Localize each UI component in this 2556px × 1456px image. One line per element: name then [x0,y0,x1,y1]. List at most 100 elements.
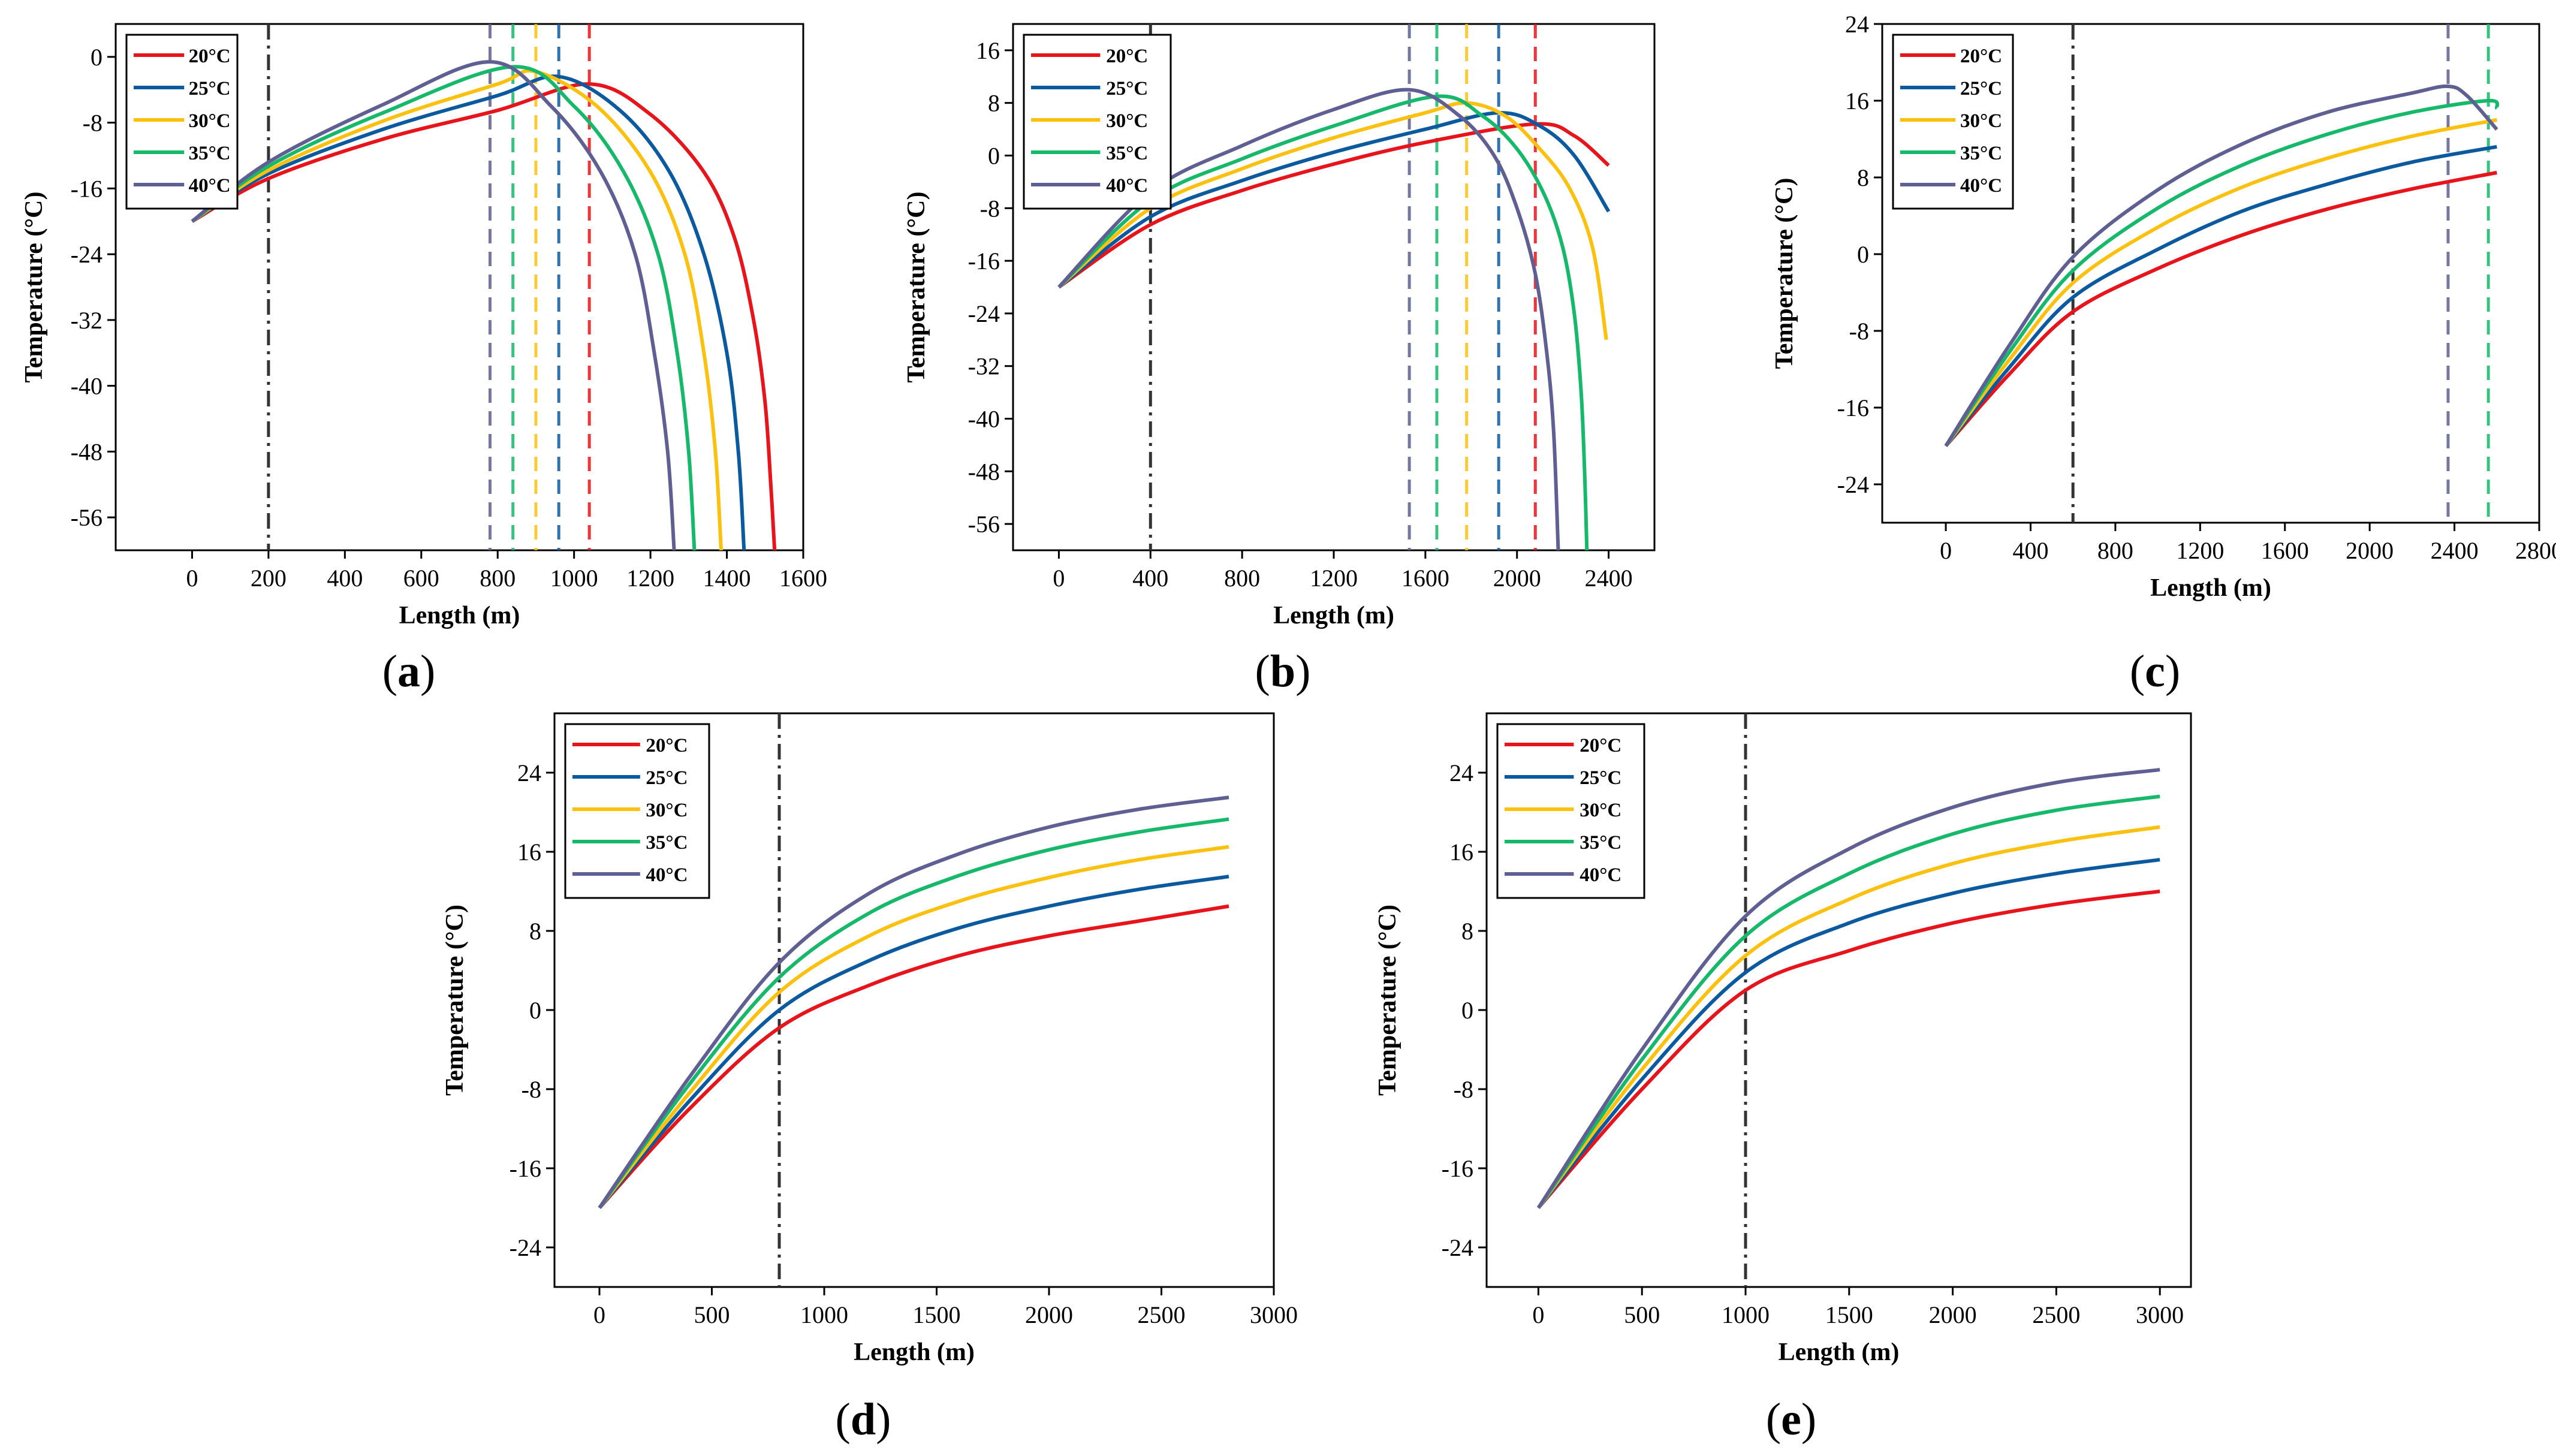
x-tick-label: 1600 [2261,537,2309,564]
legend-label: 20°C [1106,46,1148,67]
legend-label: 40°C [1960,175,2002,197]
panel-label: (c) [2130,646,2180,697]
legend-label: 30°C [1106,110,1148,132]
y-tick-label: 8 [1461,918,1473,945]
legend-label: 25°C [1960,78,2002,100]
x-tick-label: 1000 [550,565,598,592]
y-tick-label: -8 [1454,1076,1473,1103]
series-line-30°C [598,845,1229,1209]
legend-label: 40°C [1580,864,1621,886]
y-tick-label: -8 [980,195,1000,222]
y-tick-label: 16 [1449,839,1473,866]
x-tick-label: 1500 [1825,1301,1873,1328]
panel-label: (e) [1766,1394,1816,1445]
series-line-30°C [1536,825,2160,1209]
y-tick-label: 24 [517,759,541,786]
plot-frame [114,23,804,551]
y-axis-title: Temperature (°C) [20,192,48,383]
legend-label: 30°C [189,110,231,132]
series-line-35°C [1944,98,2500,447]
x-tick-label: 400 [327,565,363,592]
y-tick-label: 16 [1845,88,1869,114]
x-tick-label: 1400 [703,565,751,592]
x-tick-label: 2000 [1929,1301,1977,1328]
series-line-30°C [1944,118,2497,447]
x-tick-label: 0 [186,565,198,592]
x-tick-label: 0 [1053,565,1065,592]
legend-label: 40°C [189,175,231,197]
y-tick-label: -40 [968,406,1000,433]
legend-label: 40°C [1106,175,1148,197]
chart-panel-a: 0 200 400 600 800 1000 1200 1400 1600 0 -8 -16 -24 -3… [20,23,827,697]
y-tick-label: -24 [71,241,103,268]
x-tick-label: 500 [694,1301,730,1328]
panel-label: (b) [1255,646,1311,697]
x-tick-label: 3000 [1250,1301,1298,1328]
series-line-30°C [191,69,723,550]
y-tick-label: -16 [1442,1155,1473,1182]
legend-label: 25°C [1106,78,1148,100]
series-line-30°C [1057,101,1608,340]
y-tick-label: -40 [71,373,103,400]
series-line-25°C [191,74,746,550]
x-tick-label: 500 [1624,1301,1660,1328]
y-tick-label: 0 [1461,997,1473,1024]
x-tick-label: 200 [251,565,287,592]
x-tick-label: 800 [2097,537,2133,564]
x-tick-label: 0 [1532,1301,1544,1328]
series-line-25°C [1057,111,1611,289]
series-line-35°C [191,65,697,550]
x-tick-label: 600 [403,565,439,592]
y-tick-label: -16 [510,1155,541,1182]
y-tick-label: -8 [83,110,103,137]
series-line-40°C [1057,88,1560,550]
series-line-35°C [1536,794,2160,1209]
legend-label: 35°C [646,832,688,854]
x-axis-title: Length (m) [399,602,520,629]
x-tick-label: 800 [1224,565,1260,592]
legend-label: 20°C [189,46,231,67]
legend-label: 25°C [1580,767,1621,789]
x-tick-label: 2500 [1138,1301,1186,1328]
x-tick-label: 2400 [1585,565,1633,592]
y-tick-label: -48 [71,438,103,465]
x-tick-label: 400 [2012,537,2048,564]
series-line-20°C [598,904,1229,1210]
y-tick-label: 0 [529,997,541,1024]
y-tick-label: -32 [968,353,1000,380]
y-tick-label: 0 [91,44,103,71]
y-tick-label: 0 [988,143,1000,170]
legend-label: 30°C [646,800,688,821]
y-tick-label: -32 [71,307,103,334]
series-line-25°C [598,875,1229,1209]
y-tick-label: -8 [522,1076,541,1103]
legend-label: 30°C [1580,800,1621,821]
legend-label: 40°C [646,864,688,886]
y-tick-label: -8 [1849,318,1869,345]
panel-label: (d) [836,1394,891,1445]
x-tick-label: 0 [1940,537,1952,564]
y-tick-label: 8 [529,918,541,945]
x-tick-label: 1000 [800,1301,848,1328]
x-axis-title: Length (m) [854,1339,975,1366]
series-line-35°C [598,817,1229,1209]
series-line-25°C [1944,144,2497,447]
y-tick-label: -48 [968,458,1000,485]
legend-label: 25°C [189,78,231,100]
x-axis-title: Length (m) [2150,574,2271,602]
x-tick-label: 1200 [2176,537,2224,564]
series-line-20°C [191,82,777,550]
x-tick-label: 2400 [2431,537,2479,564]
x-tick-label: 2000 [1493,565,1541,592]
x-tick-label: 0 [593,1301,605,1328]
x-tick-label: 2000 [1025,1301,1073,1328]
plot-frame [1881,23,2540,524]
x-tick-label: 400 [1132,565,1168,592]
plot-frame [1485,712,2192,1288]
legend-label: 20°C [1580,735,1621,756]
y-tick-label: -56 [968,511,1000,538]
y-tick-label: -56 [71,504,103,531]
y-axis-title: Temperature (°C) [1374,905,1401,1096]
panel-label: (a) [382,646,436,697]
